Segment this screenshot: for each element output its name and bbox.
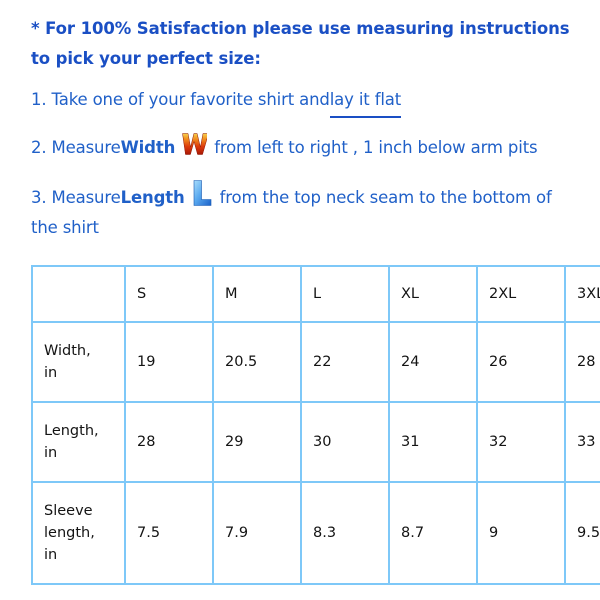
cell-length-s: 28	[124, 401, 214, 483]
cell-sleeve-l: 8.3	[300, 481, 390, 585]
row-label-sleeve-line2: length,	[44, 525, 95, 541]
row-label-length-line2: in	[44, 445, 58, 461]
cell-sleeve-2xl: 9	[476, 481, 566, 585]
cell-sleeve-3xl: 9.5	[564, 481, 600, 585]
step-3-suffix: from the top neck seam to the bottom of	[219, 188, 552, 207]
cell-sleeve-xl: 8.7	[388, 481, 478, 585]
cell-width-l: 22	[300, 321, 390, 403]
step-3-bold-term: Length	[120, 188, 185, 207]
row-label-length-line1: Length,	[44, 423, 99, 439]
header-cell-s: S	[124, 265, 214, 323]
cell-width-2xl: 26	[476, 321, 566, 403]
header-cell-3xl: 3XL	[564, 265, 600, 323]
measuring-instructions: * For 100% Satisfaction please use measu…	[31, 14, 576, 243]
header-cell-blank	[31, 265, 126, 323]
cell-width-s: 19	[124, 321, 214, 403]
instruction-step-2: 2. Measure Width from left to right	[31, 127, 576, 163]
step-3-prefix: 3. Measure	[31, 188, 121, 207]
table-row-width: Width, in 19 20.5 22 24 26 28	[31, 321, 600, 403]
headline-line-1: * For 100% Satisfaction please use measu…	[31, 19, 570, 38]
cell-length-m: 29	[212, 401, 302, 483]
instruction-step-1: 1. Take one of your favorite shirt and l…	[31, 85, 576, 118]
row-label-length: Length, in	[31, 401, 126, 483]
cell-length-l: 30	[300, 401, 390, 483]
header-cell-l: L	[300, 265, 390, 323]
table-row-sleeve-length: Sleeve length, in 7.5 7.9 8.3 8.7 9 9.5	[31, 481, 600, 585]
cell-width-m: 20.5	[212, 321, 302, 403]
cell-length-2xl: 32	[476, 401, 566, 483]
row-label-sleeve-length: Sleeve length, in	[31, 481, 126, 585]
header-cell-2xl: 2XL	[476, 265, 566, 323]
cell-sleeve-m: 7.9	[212, 481, 302, 585]
cell-sleeve-s: 7.5	[124, 481, 214, 585]
step-2-suffix: from left to right , 1 inch below arm pi…	[214, 138, 538, 157]
cell-width-xl: 24	[388, 321, 478, 403]
step-2-bold-term: Width	[120, 138, 176, 157]
table-row-length: Length, in 28 29 30 31 32 33	[31, 401, 600, 483]
row-label-width-line2: in	[44, 365, 58, 381]
step-3-wrap-line: the shirt	[31, 218, 99, 237]
header-cell-xl: XL	[388, 265, 478, 323]
instruction-step-3: 3. Measure Length from the top neck seam…	[31, 175, 576, 213]
row-label-sleeve-line1: Sleeve	[44, 503, 93, 519]
step-1-emphasis: lay it flat	[329, 85, 402, 118]
cell-length-3xl: 33	[564, 401, 600, 483]
table-header-row: S M L XL 2XL 3XL	[31, 265, 600, 323]
headline-line-2: to pick your perfect size:	[31, 49, 261, 68]
cell-width-3xl: 28	[564, 321, 600, 403]
row-label-width-line1: Width,	[44, 343, 91, 359]
width-w-glyph-icon	[181, 131, 208, 157]
length-l-glyph-icon	[191, 179, 213, 207]
header-cell-m: M	[212, 265, 302, 323]
size-chart-table: S M L XL 2XL 3XL Width, in 19 20.5 22 24…	[31, 265, 600, 585]
step-2-prefix: 2. Measure	[31, 138, 121, 157]
row-label-width: Width, in	[31, 321, 126, 403]
row-label-sleeve-line3: in	[44, 547, 58, 563]
step-1-prefix: 1. Take one of your favorite shirt and	[31, 90, 330, 109]
cell-length-xl: 31	[388, 401, 478, 483]
